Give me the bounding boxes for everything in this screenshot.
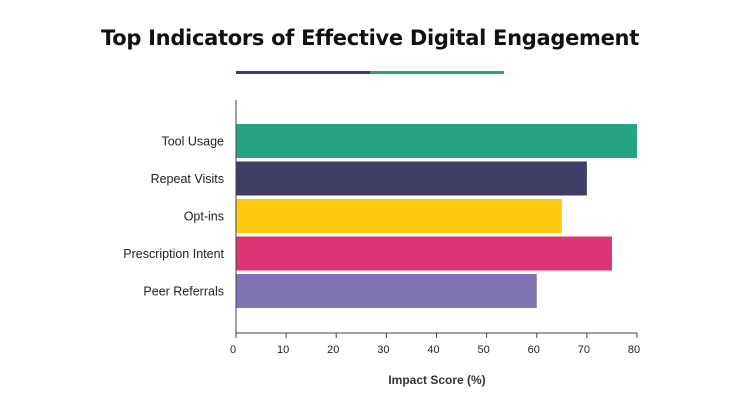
bar-tool-usage [236, 124, 637, 158]
x-tick-label: 30 [377, 344, 389, 356]
bar-prescription-intent [236, 236, 612, 271]
x-tick-label: 10 [277, 344, 289, 356]
x-axis-label: Impact Score (%) [388, 373, 486, 387]
title-underline-left [236, 71, 370, 74]
x-tick-label: 60 [528, 344, 540, 356]
x-tick-label: 0 [230, 344, 236, 356]
x-tick-label: 80 [628, 344, 640, 356]
category-label: Opt-ins [184, 210, 224, 224]
x-ticks: 0 10 20 30 40 50 60 70 80 [230, 333, 640, 356]
category-label: Prescription Intent [123, 247, 224, 261]
category-label: Tool Usage [161, 135, 224, 149]
bar-group [236, 124, 637, 308]
x-tick-label: 40 [427, 344, 439, 356]
x-tick-label: 70 [578, 344, 590, 356]
title-underline-right [370, 71, 504, 74]
bar-repeat-visits [236, 161, 587, 196]
x-tick-label: 50 [478, 344, 490, 356]
bar-opt-ins [236, 199, 562, 233]
chart-title: Top Indicators of Effective Digital Enga… [101, 26, 639, 50]
category-label: Repeat Visits [151, 172, 224, 186]
category-labels: Tool Usage Repeat Visits Opt-ins Prescripti… [123, 135, 224, 299]
x-tick-label: 20 [327, 344, 339, 356]
bar-peer-referrals [236, 274, 537, 308]
category-label: Peer Referrals [143, 285, 224, 299]
